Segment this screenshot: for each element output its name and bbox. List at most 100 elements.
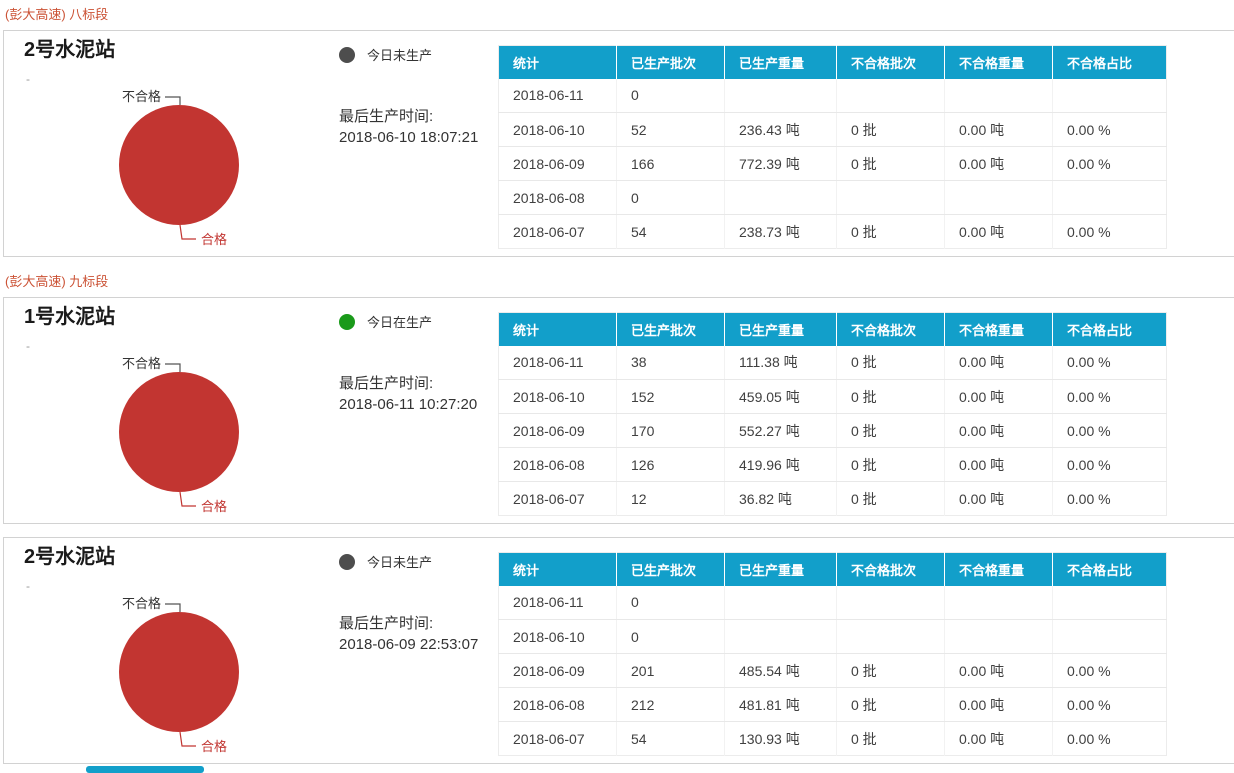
column-header: 已生产重量 <box>724 45 837 79</box>
station-table-column: 统计 已生产批次 已生产重量 不合格批次 不合格重量 不合格占比 2018-06-11 0 2… <box>498 552 1167 756</box>
status-dot-icon <box>339 313 355 330</box>
column-header: 不合格重量 <box>944 45 1053 79</box>
table-cell: 0.00 吨 <box>944 653 1053 688</box>
table-cell: 552.27 吨 <box>724 413 837 448</box>
last-production-label: 最后生产时间: <box>339 615 434 632</box>
pie-label-line-qualified <box>179 731 196 747</box>
table-cell: 0.00 % <box>1052 112 1167 147</box>
pie-slice-qualified <box>119 372 239 492</box>
station-subtitle: - <box>26 579 30 593</box>
table-cell: 0 批 <box>836 447 945 482</box>
table-header-row: 统计 已生产批次 已生产重量 不合格批次 不合格重量 不合格占比 <box>498 552 1167 586</box>
table-cell <box>836 619 945 654</box>
column-header: 统计 <box>498 45 617 79</box>
column-header: 不合格批次 <box>836 45 945 79</box>
table-header-row: 统计 已生产批次 已生产重量 不合格批次 不合格重量 不合格占比 <box>498 45 1167 79</box>
column-header: 已生产批次 <box>616 552 725 586</box>
station-table-column: 统计 已生产批次 已生产重量 不合格批次 不合格重量 不合格占比 2018-06-11 0 2… <box>498 45 1167 249</box>
table-cell: 2018-06-10 <box>498 112 617 147</box>
table-cell: 152 <box>616 379 725 414</box>
table-cell <box>724 78 837 113</box>
horizontal-scrollbar-thumb[interactable] <box>86 766 204 773</box>
table-cell <box>944 180 1053 215</box>
column-header: 不合格重量 <box>944 312 1053 346</box>
table-cell: 0.00 吨 <box>944 687 1053 722</box>
station-title: 2号水泥站 <box>24 546 116 568</box>
pie-label-line-unqualified <box>165 363 181 372</box>
station-card: 1号水泥站 - 不合格 合格 今日在生产 最后生产时间: 2018-06-11 … <box>3 297 1234 524</box>
pie-slice-qualified <box>119 105 239 225</box>
table-cell: 0 <box>616 78 725 113</box>
table-cell: 481.81 吨 <box>724 687 837 722</box>
station-status-column: 今日在生产 最后生产时间: 2018-06-11 10:27:20 <box>336 298 498 415</box>
table-cell: 12 <box>616 481 725 516</box>
station-summary-column: 2号水泥站 - 不合格 合格 <box>4 538 336 758</box>
column-header: 已生产重量 <box>724 552 837 586</box>
table-cell <box>944 619 1053 654</box>
table-cell: 0 <box>616 619 725 654</box>
pie-slice-qualified <box>119 612 239 732</box>
table-row: 2018-06-10 0 <box>498 619 1167 654</box>
last-production-label: 最后生产时间: <box>339 108 434 125</box>
status-dot-icon <box>339 46 355 63</box>
table-cell <box>944 78 1053 113</box>
table-cell: 130.93 吨 <box>724 721 837 756</box>
pie-label-line-qualified <box>179 224 196 240</box>
table-cell: 2018-06-11 <box>498 78 617 113</box>
production-stats-table: 统计 已生产批次 已生产重量 不合格批次 不合格重量 不合格占比 2018-06-11 38… <box>498 312 1167 516</box>
table-cell <box>1052 78 1167 113</box>
table-cell: 2018-06-07 <box>498 214 617 249</box>
table-cell: 126 <box>616 447 725 482</box>
table-header-row: 统计 已生产批次 已生产重量 不合格批次 不合格重量 不合格占比 <box>498 312 1167 346</box>
pie-label-qualified: 合格 <box>201 499 227 514</box>
last-production-block: 最后生产时间: 2018-06-11 10:27:20 <box>339 373 498 415</box>
table-cell: 2018-06-11 <box>498 345 617 380</box>
table-cell: 2018-06-09 <box>498 653 617 688</box>
column-header: 统计 <box>498 312 617 346</box>
table-cell: 0.00 % <box>1052 345 1167 380</box>
table-cell: 0.00 吨 <box>944 345 1053 380</box>
table-cell: 2018-06-08 <box>498 447 617 482</box>
table-cell: 0 批 <box>836 481 945 516</box>
station-card: 2号水泥站 - 不合格 合格 今日未生产 最后生产时间: 2018-06-10 … <box>3 30 1234 257</box>
table-cell: 0.00 % <box>1052 379 1167 414</box>
table-cell: 0.00 吨 <box>944 146 1053 181</box>
table-cell: 0.00 吨 <box>944 112 1053 147</box>
status-indicator: 今日未生产 <box>339 552 498 571</box>
status-label: 今日未生产 <box>367 48 433 63</box>
table-cell <box>1052 585 1167 620</box>
table-cell: 0.00 % <box>1067 223 1111 240</box>
table-cell: 459.05 吨 <box>724 379 837 414</box>
table-cell <box>724 180 837 215</box>
table-cell: 2018-06-11 <box>498 585 617 620</box>
table-cell: 36.82 吨 <box>724 481 837 516</box>
table-cell: 236.43 吨 <box>724 112 837 147</box>
table-cell: 2018-06-10 <box>498 619 617 654</box>
pie-label-qualified: 合格 <box>201 232 227 247</box>
last-production-time: 2018-06-11 10:27:20 <box>339 396 478 413</box>
column-header: 不合格批次 <box>836 552 945 586</box>
table-cell: 2018-06-08 <box>498 687 617 722</box>
table-cell: 201 <box>616 653 725 688</box>
quality-pie-chart: 不合格 合格 <box>119 89 239 247</box>
production-stats-table: 统计 已生产批次 已生产重量 不合格批次 不合格重量 不合格占比 2018-06-11 0 2… <box>498 552 1167 756</box>
table-cell: 166 <box>616 146 725 181</box>
quality-pie-chart: 不合格 合格 <box>119 596 239 754</box>
station-table-column: 统计 已生产批次 已生产重量 不合格批次 不合格重量 不合格占比 2018-06-11 38… <box>498 312 1167 516</box>
last-production-label: 最后生产时间: <box>339 375 434 392</box>
status-label: 今日在生产 <box>367 315 433 330</box>
table-cell: 54 <box>616 721 725 756</box>
table-cell: 0.00 % <box>1052 653 1167 688</box>
table-cell <box>724 619 837 654</box>
column-header: 不合格占比 <box>1052 312 1167 346</box>
table-cell: 0.00 吨 <box>944 721 1053 756</box>
table-cell: 0.00 吨 <box>944 413 1053 448</box>
table-cell: 0.00 吨 <box>944 379 1053 414</box>
table-cell <box>724 585 837 620</box>
